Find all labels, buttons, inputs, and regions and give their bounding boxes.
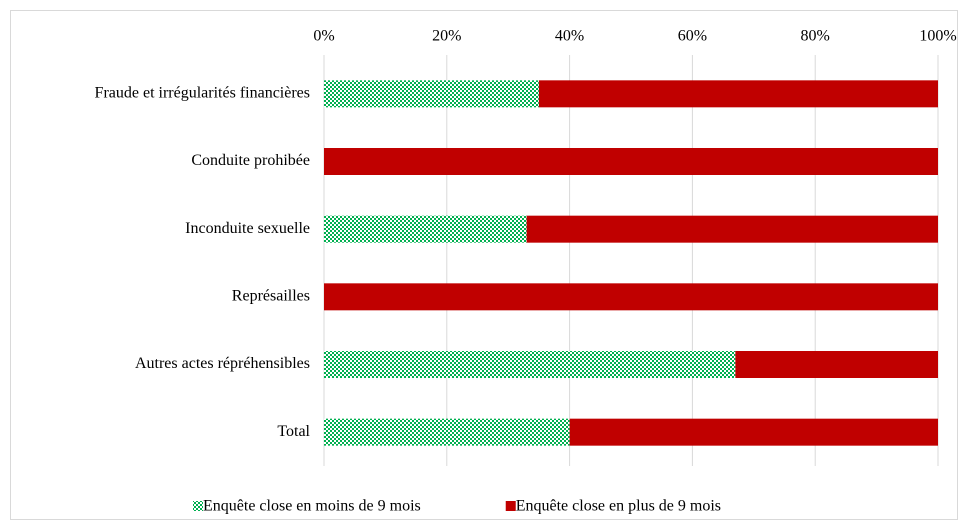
- y-tick-label: Fraude et irrégularités financières: [95, 85, 310, 102]
- bar-segment: [526, 215, 938, 243]
- x-tick-label: 0%: [313, 28, 334, 45]
- bar-segment: [324, 418, 570, 446]
- y-tick-label: Représailles: [232, 288, 310, 305]
- bar-segment: [324, 80, 539, 108]
- bar-segment: [324, 351, 736, 378]
- legend-label: Enquête close en plus de 9 mois: [516, 498, 721, 515]
- bar-segment: [324, 283, 938, 311]
- legend-swatch: [193, 501, 203, 511]
- legend-label: Enquête close en moins de 9 mois: [203, 498, 421, 515]
- bar-segment: [324, 215, 527, 243]
- bar-segment: [538, 80, 938, 108]
- x-tick-label: 40%: [555, 28, 584, 45]
- y-tick-label: Inconduite sexuelle: [185, 220, 310, 237]
- bar-segment: [735, 351, 938, 378]
- bar-segment: [569, 418, 938, 446]
- legend-swatch: [505, 501, 516, 511]
- x-tick-label: 100%: [919, 28, 956, 45]
- x-tick-label: 60%: [678, 28, 707, 45]
- x-tick-label: 80%: [801, 28, 830, 45]
- x-tick-label: 20%: [432, 28, 461, 45]
- y-tick-label: Conduite prohibée: [191, 152, 310, 169]
- y-tick-label: Total: [277, 423, 310, 440]
- y-tick-label: Autres actes répréhensibles: [135, 355, 310, 372]
- bar-segment: [324, 148, 938, 175]
